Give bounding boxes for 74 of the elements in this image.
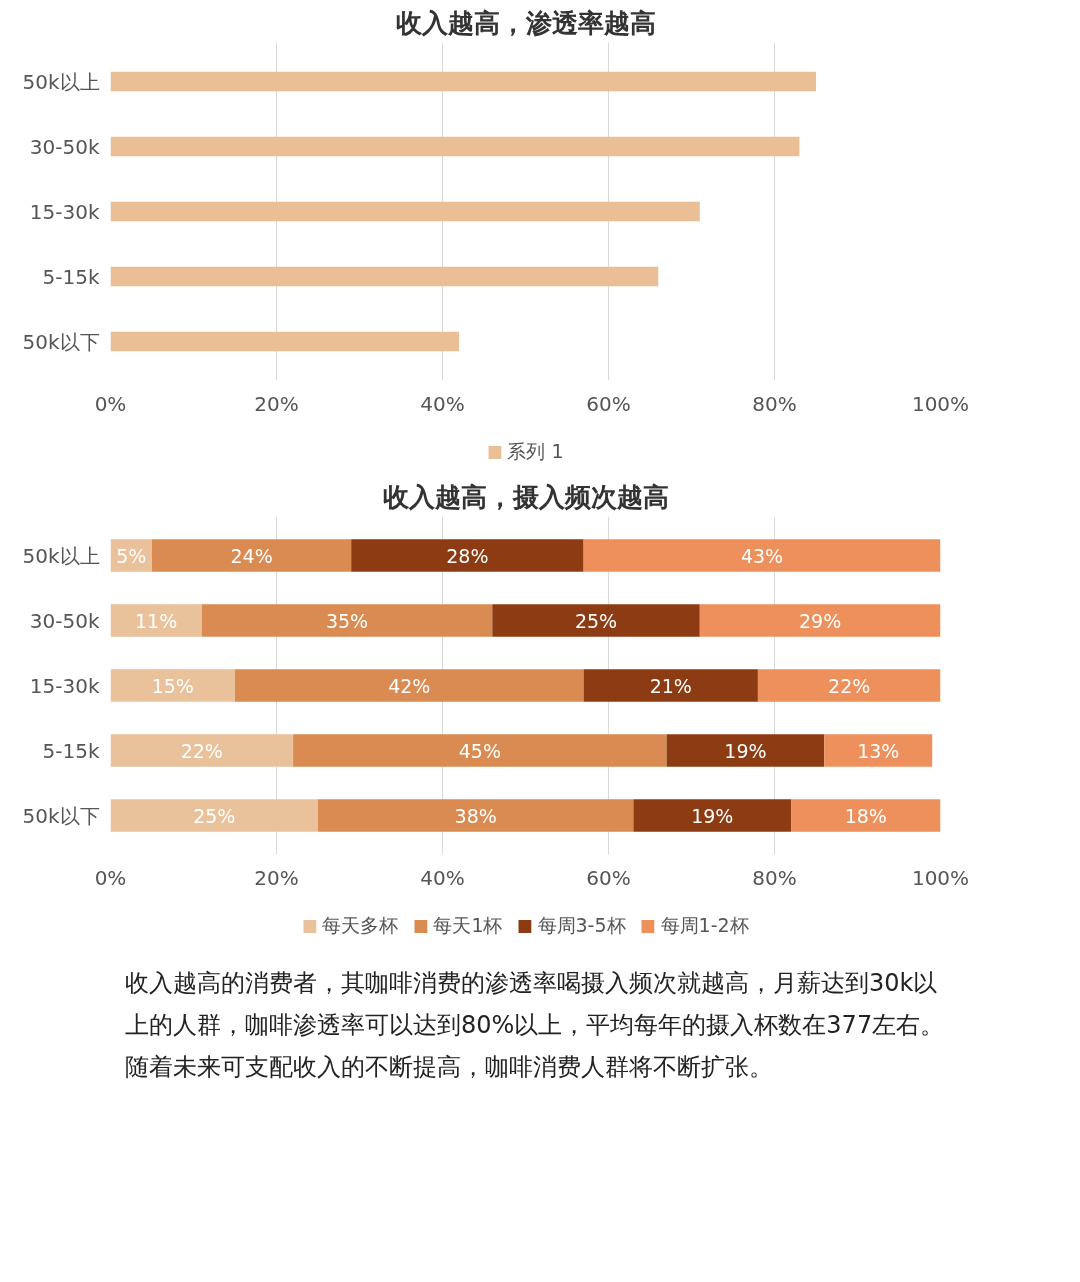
- bar: [791, 799, 941, 832]
- legend-label: 每天多杯: [322, 913, 399, 938]
- data-label: 45%: [458, 739, 501, 762]
- bar: [110, 799, 318, 832]
- bar: [110, 201, 700, 222]
- x-tick-label: 80%: [752, 391, 797, 416]
- bar: [492, 604, 700, 637]
- data-label: 21%: [649, 674, 692, 697]
- data-label: 15%: [151, 674, 194, 697]
- data-label: 35%: [325, 609, 369, 632]
- data-label: 5%: [116, 544, 147, 567]
- bar: [583, 539, 941, 572]
- bar: [110, 604, 202, 637]
- bar: [201, 604, 493, 637]
- bar: [666, 734, 825, 767]
- y-tick-label: 30-50k: [29, 134, 100, 159]
- bar: [293, 734, 667, 767]
- bar: [699, 604, 941, 637]
- data-label: 25%: [193, 804, 236, 827]
- data-label: 22%: [828, 674, 871, 697]
- x-tick-label: 40%: [420, 391, 465, 416]
- bar: [351, 539, 584, 572]
- x-tick-label: 20%: [254, 865, 299, 890]
- y-tick-label: 50k以下: [22, 803, 100, 828]
- legend-label: 每周1-2杯: [660, 913, 749, 938]
- bar: [110, 71, 816, 92]
- y-tick-label: 15-30k: [29, 673, 100, 698]
- y-tick-label: 50k以下: [22, 329, 100, 354]
- data-label: 29%: [799, 609, 842, 632]
- y-tick-label: 5-15k: [42, 738, 100, 763]
- text: 收入越高的消费者，其咖啡消费的渗透率喝摄入频次就越高，月薪达到30k以上的人群，咖啡渗透率可以达到80%以上，平均每年的摄入杯数在377左右。随着未来可支配收入的不断提高，咖啡消费人群将不断扩张。: [125, 968, 945, 1083]
- bar: [633, 799, 792, 832]
- bar: [110, 136, 800, 157]
- data-label: 28%: [446, 544, 489, 567]
- bar: [110, 669, 235, 702]
- data-label: 42%: [388, 674, 431, 697]
- data-label: 18%: [844, 804, 887, 827]
- x-tick-label: 60%: [586, 391, 631, 416]
- legend-label: 每周3-5杯: [537, 913, 626, 938]
- data-label: 43%: [740, 544, 784, 567]
- bar: [235, 669, 584, 702]
- x-tick-label: 0%: [94, 391, 127, 416]
- data-label: 13%: [857, 739, 900, 762]
- data-label: 38%: [454, 804, 497, 827]
- x-tick-label: 100%: [911, 865, 970, 890]
- bar: [110, 331, 460, 352]
- bar: [110, 734, 294, 767]
- y-tick-label: 50k以上: [22, 69, 100, 94]
- bar: [824, 734, 933, 767]
- data-label: 19%: [691, 804, 734, 827]
- y-tick-label: 50k以上: [22, 543, 100, 568]
- x-tick-label: 40%: [420, 865, 465, 890]
- data-label: 22%: [180, 739, 223, 762]
- x-tick-label: 0%: [94, 865, 127, 890]
- bar: [318, 799, 634, 832]
- bar: [757, 669, 941, 702]
- legend-label: 每天1杯: [433, 913, 503, 938]
- x-tick-label: 100%: [911, 391, 970, 416]
- bar: [152, 539, 352, 572]
- data-label: 11%: [135, 609, 178, 632]
- x-tick-label: 60%: [586, 865, 631, 890]
- data-label: 25%: [574, 609, 618, 632]
- legend-label: 系列 1: [507, 439, 564, 464]
- chart-title: 收入越高，渗透率越高: [395, 7, 656, 38]
- y-tick-label: 30-50k: [29, 608, 100, 633]
- bar: [110, 266, 659, 287]
- y-tick-label: 15-30k: [29, 199, 100, 224]
- bar: [583, 669, 758, 702]
- x-tick-label: 20%: [254, 391, 299, 416]
- y-tick-label: 5-15k: [42, 264, 100, 289]
- data-label: 24%: [230, 544, 273, 567]
- chart-title: 收入越高，摄入频次越高: [382, 481, 669, 512]
- x-tick-label: 80%: [752, 865, 797, 890]
- data-label: 19%: [724, 739, 767, 762]
